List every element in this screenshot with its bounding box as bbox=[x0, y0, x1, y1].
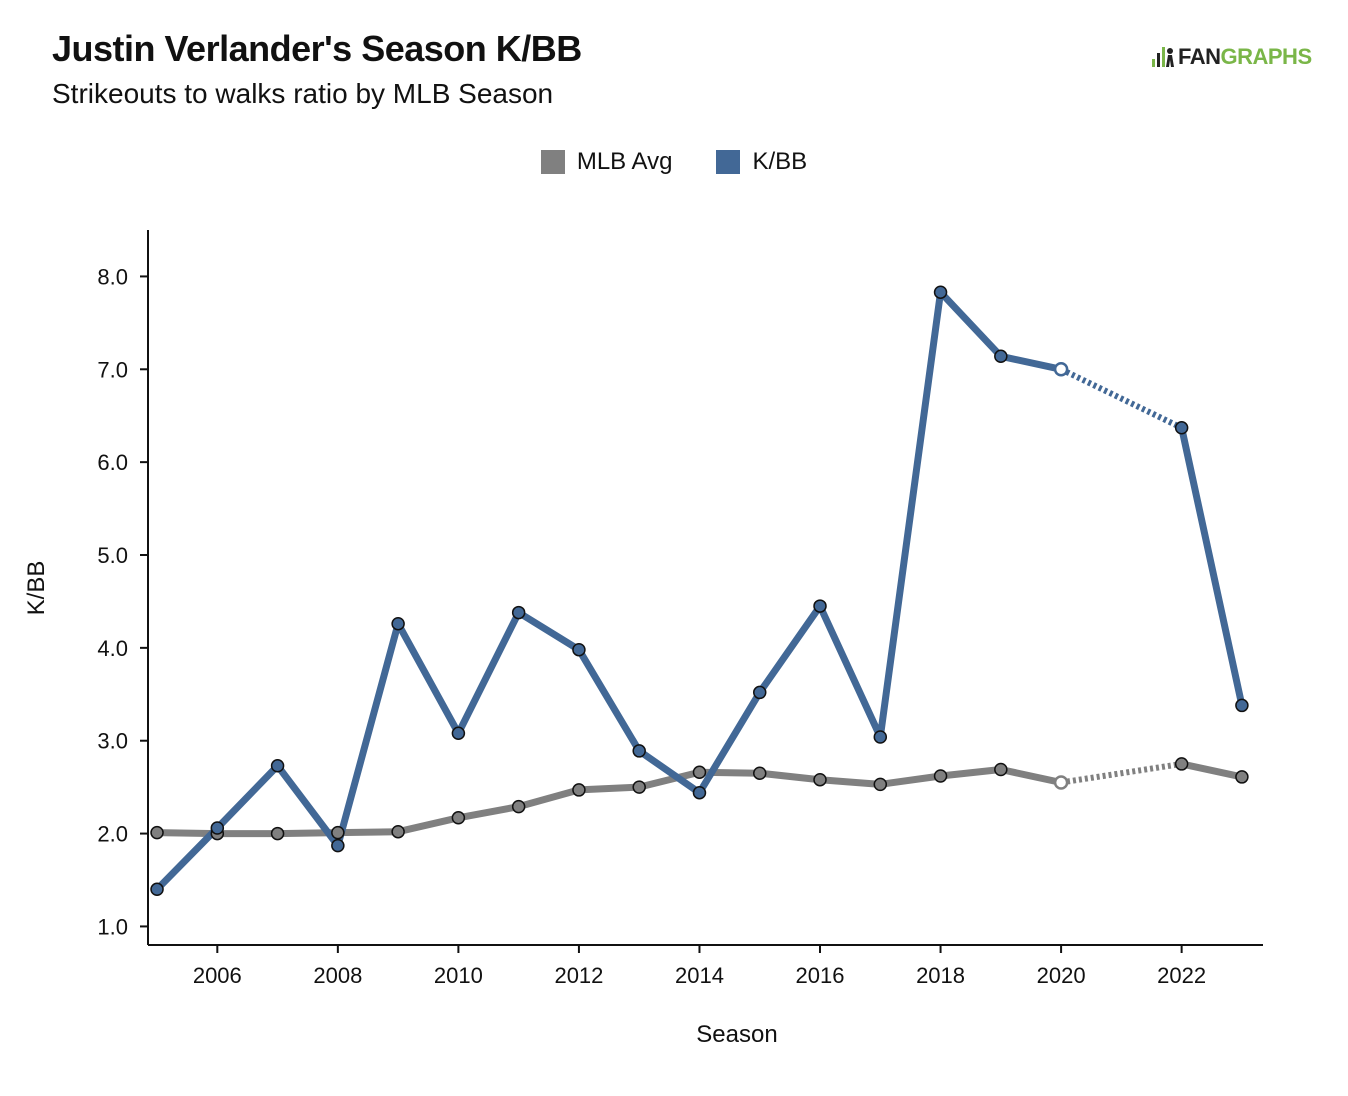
data-point-0-2018 bbox=[933, 769, 948, 783]
x-tick-label: 2016 bbox=[796, 963, 845, 988]
y-tick-label: 6.0 bbox=[97, 450, 128, 475]
legend-item-mlb-avg[interactable]: MLB Avg bbox=[540, 148, 673, 176]
data-point-1-2011 bbox=[511, 605, 526, 620]
series-line-1 bbox=[1178, 424, 1246, 709]
x-axis-label: Season bbox=[696, 1021, 777, 1048]
chart-lines bbox=[153, 288, 1246, 893]
chart-subtitle: Strikeouts to walks ratio by MLB Season bbox=[52, 78, 554, 109]
y-tick-label: 2.0 bbox=[97, 822, 128, 847]
data-point-1-2010 bbox=[451, 726, 466, 741]
data-point-1-2012 bbox=[572, 642, 586, 657]
x-tick-label: 2006 bbox=[193, 963, 242, 988]
data-point-0-2011 bbox=[511, 799, 526, 814]
series-line-1 bbox=[153, 288, 1065, 893]
data-point-0-2009 bbox=[391, 824, 405, 839]
series-gap-dashed-0 bbox=[1060, 760, 1183, 786]
data-point-1-2014 bbox=[692, 785, 707, 800]
data-point-1-2019 bbox=[994, 349, 1008, 364]
data-point-0-2005 bbox=[150, 825, 164, 840]
data-point-0-2023 bbox=[1235, 770, 1249, 784]
data-point-1-2018 bbox=[933, 285, 948, 299]
chart-points bbox=[150, 285, 1249, 897]
legend-item-kbb[interactable]: K/BB bbox=[716, 148, 807, 176]
fangraphs-logo-icon bbox=[1152, 47, 1174, 67]
logo-fan-text: FAN bbox=[1178, 44, 1221, 69]
y-tick-label: 4.0 bbox=[97, 636, 128, 661]
data-point-0-2017 bbox=[873, 777, 888, 792]
x-tick-label: 2018 bbox=[916, 963, 965, 988]
legend-swatch-mlb-avg bbox=[540, 150, 565, 174]
data-point-1-2017 bbox=[873, 730, 888, 744]
series-line-0 bbox=[1178, 760, 1246, 781]
logo-graphs-text: GRAPHS bbox=[1220, 44, 1313, 69]
x-tick-label: 2008 bbox=[313, 963, 362, 988]
y-tick-label: 5.0 bbox=[97, 543, 128, 568]
data-point-0-2014 bbox=[692, 765, 707, 780]
data-point-0-2022 bbox=[1174, 757, 1189, 771]
legend-swatch-kbb bbox=[716, 150, 741, 174]
legend-label-kbb: K/BB bbox=[752, 148, 808, 175]
data-point-1-2022 bbox=[1174, 421, 1189, 435]
x-tick-label: 2022 bbox=[1157, 963, 1206, 988]
chart-title: Justin Verlander's Season K/BB bbox=[52, 28, 582, 69]
fangraphs-logo: FAN GRAPHS bbox=[1150, 44, 1312, 70]
data-point-1-2008 bbox=[331, 838, 345, 853]
data-point-1-2006 bbox=[210, 821, 225, 835]
chart-axes: 1.0 2.0 3.0 4.0 5.0 6.0 7.0 8.0 2006 2008 2010 2012… bbox=[97, 230, 1263, 988]
data-point-1-2007 bbox=[270, 759, 285, 773]
x-tick-label: 2010 bbox=[434, 963, 483, 988]
x-tick-label: 2020 bbox=[1037, 963, 1086, 988]
data-point-1-2005 bbox=[150, 882, 164, 897]
y-tick-label: 1.0 bbox=[97, 914, 128, 939]
series-gap-dashed-1 bbox=[1059, 366, 1183, 431]
data-point-0-2012 bbox=[572, 783, 586, 797]
data-point-1-2013 bbox=[632, 744, 646, 758]
data-point-0-2013 bbox=[632, 780, 646, 794]
y-tick-label: 3.0 bbox=[97, 729, 128, 754]
data-point-0-2015 bbox=[752, 766, 767, 780]
data-point-1-2020 bbox=[1053, 362, 1069, 377]
chart-legend: MLB Avg K/BB bbox=[0, 148, 1348, 176]
data-point-0-2007 bbox=[270, 826, 285, 841]
data-point-0-2008 bbox=[331, 825, 345, 840]
data-point-0-2010 bbox=[451, 811, 466, 825]
data-point-1-2023 bbox=[1235, 698, 1249, 713]
x-tick-label: 2012 bbox=[554, 963, 603, 988]
y-axis-label: K/BB bbox=[23, 561, 50, 616]
y-tick-label: 8.0 bbox=[97, 264, 128, 289]
x-tick-label: 2014 bbox=[675, 963, 724, 988]
data-point-0-2019 bbox=[994, 762, 1008, 777]
data-point-1-2016 bbox=[813, 599, 827, 613]
y-tick-label: 7.0 bbox=[97, 357, 128, 382]
data-point-1-2015 bbox=[752, 685, 767, 700]
data-point-1-2009 bbox=[391, 616, 405, 631]
legend-label-mlb-avg: MLB Avg bbox=[576, 148, 673, 175]
data-point-0-2020 bbox=[1053, 775, 1069, 790]
series-line-0 bbox=[153, 766, 1065, 838]
data-point-0-2016 bbox=[813, 772, 827, 787]
